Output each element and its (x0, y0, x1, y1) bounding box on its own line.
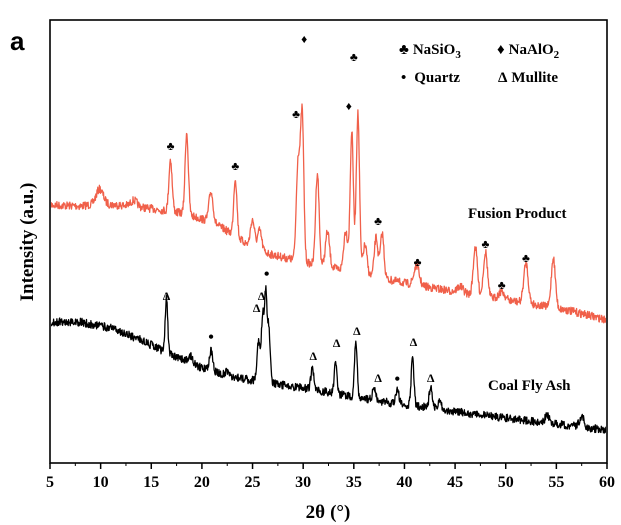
legend-symbol-triangle: Δ (498, 70, 508, 86)
mullite-marker: Δ (333, 336, 341, 350)
quartz-marker: • (395, 371, 401, 388)
legend-symbol-club: ♣ (399, 42, 409, 58)
legend-label-quartz: Quartz (414, 70, 460, 86)
legend-item-quartz: • Quartz (401, 70, 460, 86)
x-tick-label: 10 (93, 474, 109, 491)
legend-label-naalo2: NaAlO (509, 42, 554, 58)
nasio3-marker: ♣ (374, 214, 382, 228)
nasio3-marker: ♣ (482, 237, 490, 251)
mullite-marker: Δ (410, 335, 418, 349)
mullite-marker: Δ (353, 324, 361, 338)
x-tick-label: 60 (599, 474, 615, 491)
x-tick-label: 20 (194, 474, 210, 491)
x-tick-label: 40 (396, 474, 412, 491)
legend-label-mullite: Mullite (511, 70, 558, 86)
naalo2-marker: ♦ (301, 32, 307, 46)
quartz-marker: • (264, 266, 270, 283)
legend-label-nasio3: NaSiO (413, 42, 456, 58)
legend-item-nasio3: ♣ NaSiO3 (399, 42, 461, 61)
x-axis-label: 2θ (°) (306, 502, 351, 523)
y-axis-label: Intensity (a.u.) (17, 183, 38, 302)
panel-label: a (10, 26, 25, 56)
series-label-ash: Coal Fly Ash (488, 378, 571, 394)
x-axis-label-symbol: 2θ (306, 502, 326, 523)
x-tick-label: 35 (346, 474, 362, 491)
series-line-coal-fly-ash (51, 285, 606, 434)
x-tick-label: 15 (143, 474, 159, 491)
x-tick-label: 30 (295, 474, 311, 491)
legend-item-naalo2: ♦ NaAlO2 (497, 42, 560, 61)
naalo2-marker: ♦ (346, 99, 352, 113)
legend-sub-naalo2: 2 (554, 49, 560, 61)
x-tick-label: 5 (46, 474, 54, 491)
mullite-marker: Δ (427, 371, 435, 385)
series-line-fusion-product (51, 103, 606, 324)
legend-sub-nasio3: 3 (455, 49, 461, 61)
mullite-marker: Δ (310, 349, 318, 363)
series-label-fusion: Fusion Product (468, 206, 567, 222)
nasio3-marker: ♣ (498, 278, 506, 292)
nasio3-marker: ♣ (292, 107, 300, 121)
mullite-marker: Δ (374, 371, 382, 385)
mullite-marker: Δ (163, 289, 171, 303)
legend-item-mullite: Δ Mullite (498, 70, 558, 86)
legend: ♣ NaSiO3 ♦ NaAlO2 • Quartz Δ Mullite (399, 42, 560, 86)
series-group (51, 103, 606, 434)
x-tick-label: 45 (447, 474, 463, 491)
nasio3-marker: ♣ (231, 159, 239, 173)
x-tick-label: 25 (245, 474, 261, 491)
nasio3-marker: ♣ (350, 50, 358, 64)
x-tick-label: 55 (548, 474, 564, 491)
x-tick-label: 50 (498, 474, 514, 491)
quartz-marker: • (208, 329, 214, 346)
x-axis-ticks: 5 10 15 20 25 30 35 40 45 50 55 60 (46, 463, 615, 491)
legend-symbol-dot: • (401, 70, 406, 86)
nasio3-marker: ♣ (522, 251, 530, 265)
mullite-marker: Δ (258, 289, 266, 303)
nasio3-marker: ♣ (167, 139, 175, 153)
legend-symbol-diamond: ♦ (497, 42, 505, 58)
mullite-marker: Δ (253, 301, 261, 315)
x-axis-label-unit: (°) (330, 502, 350, 523)
nasio3-marker: ♣ (414, 255, 422, 269)
